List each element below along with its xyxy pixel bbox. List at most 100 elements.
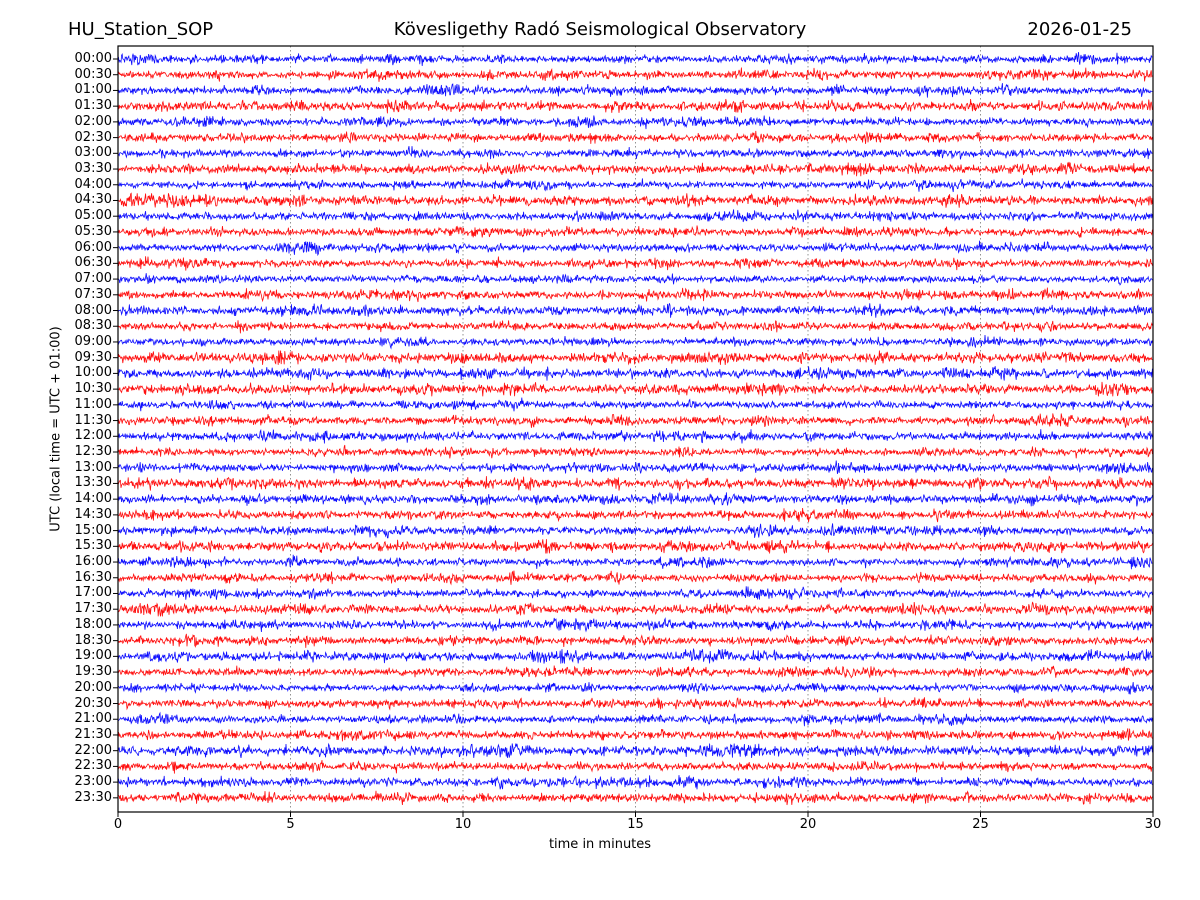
- x-tick-label: 25: [972, 817, 989, 832]
- trace-row-1500: [117, 523, 1153, 539]
- y-tick-label: 10:30: [74, 381, 112, 397]
- trace-row-0600: [117, 240, 1153, 257]
- trace-row-1930: [117, 665, 1153, 679]
- y-tick-label: 21:30: [74, 726, 112, 742]
- trace-row-1430: [117, 507, 1153, 523]
- y-tick-label: 03:00: [74, 145, 112, 161]
- trace-row-1300: [117, 460, 1153, 475]
- y-tick-label: 20:30: [74, 695, 112, 711]
- y-tick-label: 16:00: [74, 554, 112, 570]
- trace-row-1330: [117, 475, 1153, 492]
- trace-row-0100: [118, 83, 1153, 98]
- y-tick-label: 13:00: [74, 459, 112, 475]
- y-tick-label: 17:00: [74, 585, 112, 601]
- trace-row-0430: [117, 192, 1153, 208]
- y-tick-label: 16:30: [74, 569, 112, 585]
- x-axis-label: time in minutes: [548, 837, 652, 852]
- y-tick-label: 01:00: [74, 82, 112, 98]
- y-tick-label: 00:00: [74, 51, 112, 66]
- y-tick-label: 23:00: [74, 774, 112, 790]
- trace-row-2130: [117, 728, 1153, 742]
- trace-row-0530: [117, 225, 1153, 238]
- trace-row-1730: [117, 601, 1153, 617]
- trace-row-1830: [117, 633, 1153, 648]
- trace-row-1600: [117, 554, 1153, 570]
- y-tick-label: 12:30: [74, 444, 112, 459]
- y-tick-label: 14:00: [74, 491, 112, 507]
- trace-row-1800: [117, 617, 1153, 633]
- trace-row-1230: [117, 444, 1153, 459]
- trace-row-0900: [117, 334, 1153, 350]
- y-tick-label: 04:30: [74, 192, 112, 208]
- y-tick-label: 18:30: [74, 632, 112, 648]
- trace-row-0030: [117, 67, 1153, 82]
- y-tick-label: 02:30: [74, 129, 112, 145]
- y-tick-label: 08:00: [74, 302, 112, 318]
- y-tick-label: 18:00: [74, 616, 112, 632]
- trace-row-2030: [117, 697, 1153, 711]
- trace-row-0400: [117, 178, 1153, 193]
- y-tick-label: 22:30: [74, 758, 112, 774]
- trace-row-1900: [117, 647, 1153, 664]
- x-tick-label: 5: [286, 817, 295, 832]
- y-tick-label: 11:30: [74, 412, 112, 428]
- trace-row-1400: [117, 491, 1153, 507]
- y-tick-label: 14:30: [74, 506, 112, 522]
- y-tick-label: 00:30: [74, 66, 112, 82]
- y-tick-label: 11:00: [74, 396, 112, 412]
- trace-row-0700: [117, 273, 1153, 286]
- y-tick-label: 20:00: [74, 679, 112, 695]
- trace-row-1530: [117, 539, 1153, 554]
- y-tick-label: 22:00: [74, 742, 112, 758]
- y-tick-label: 23:30: [74, 789, 112, 805]
- y-tick-label: 12:00: [74, 428, 112, 444]
- y-tick-label: 04:00: [74, 176, 112, 192]
- x-tick-label: 10: [454, 817, 472, 832]
- trace-row-0730: [117, 287, 1153, 303]
- trace-row-2230: [117, 760, 1153, 774]
- trace-row-2000: [117, 682, 1153, 695]
- trace-row-0630: [117, 256, 1153, 271]
- trace-row-0830: [117, 319, 1153, 334]
- trace-row-1130: [117, 413, 1153, 428]
- trace-row-0330: [117, 161, 1153, 177]
- y-tick-label: 05:30: [74, 223, 112, 239]
- trace-row-2100: [117, 711, 1153, 727]
- y-tick-label: 09:30: [74, 349, 112, 365]
- trace-row-0930: [117, 350, 1153, 366]
- y-tick-label: 02:00: [74, 113, 112, 129]
- y-tick-label: 03:30: [74, 161, 112, 177]
- y-tick-label: 08:30: [74, 318, 112, 334]
- x-tick-label: 15: [627, 817, 644, 832]
- trace-row-1000: [117, 366, 1153, 381]
- trace-row-1030: [117, 381, 1153, 397]
- trace-row-0230: [117, 130, 1153, 145]
- trace-row-0000: [117, 51, 1153, 67]
- y-tick-label: 19:30: [74, 664, 112, 680]
- station-title: HU_Station_SOP: [68, 19, 214, 40]
- y-tick-label: 21:00: [74, 711, 112, 727]
- y-tick-label: 05:00: [74, 208, 112, 224]
- trace-row-1630: [117, 570, 1153, 586]
- trace-row-2200: [117, 742, 1153, 758]
- observatory-title: Kövesligethy Radó Seismological Observat…: [393, 19, 807, 40]
- y-tick-label: 01:30: [74, 98, 112, 114]
- trace-row-0500: [117, 209, 1153, 223]
- trace-row-2330: [117, 790, 1153, 806]
- trace-row-2300: [117, 775, 1153, 790]
- trace-row-1200: [117, 428, 1153, 444]
- y-tick-label: 19:00: [74, 648, 112, 664]
- x-tick-label: 0: [113, 817, 123, 832]
- x-tick-label: 20: [799, 817, 817, 832]
- y-tick-label: 06:30: [74, 255, 112, 271]
- y-tick-label: 07:30: [74, 286, 112, 302]
- trace-row-0300: [117, 146, 1153, 160]
- y-tick-label: 13:30: [74, 475, 112, 491]
- x-tick-label: 30: [1144, 817, 1162, 832]
- y-tick-label: 06:00: [74, 239, 112, 255]
- trace-row-0200: [117, 115, 1153, 130]
- date-label: 2026-01-25: [1027, 19, 1132, 40]
- y-tick-label: 10:00: [74, 365, 112, 381]
